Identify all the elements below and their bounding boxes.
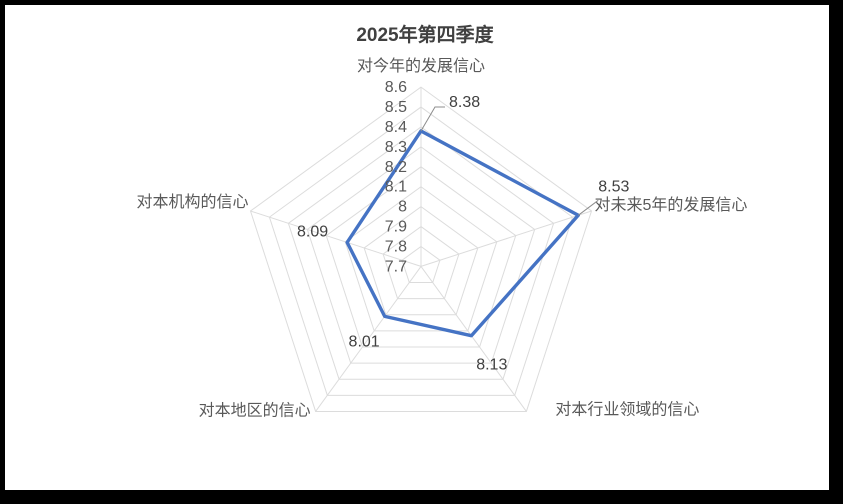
svg-text:7.9: 7.9 — [385, 219, 407, 236]
svg-text:7.8: 7.8 — [385, 238, 407, 255]
svg-text:8.5: 8.5 — [385, 99, 407, 116]
svg-text:8.3: 8.3 — [385, 139, 407, 156]
svg-text:8: 8 — [398, 199, 407, 216]
svg-text:对本机构的信心: 对本机构的信心 — [136, 193, 248, 211]
svg-text:对今年的发展信心: 对今年的发展信心 — [357, 57, 485, 75]
svg-text:8.53: 8.53 — [598, 178, 629, 195]
svg-text:对本地区的信心: 对本地区的信心 — [199, 401, 311, 419]
svg-text:8.01: 8.01 — [349, 333, 380, 350]
svg-text:8.13: 8.13 — [476, 357, 507, 374]
svg-text:对本行业领域的信心: 对本行业领域的信心 — [555, 400, 699, 418]
svg-text:对未来5年的发展信心: 对未来5年的发展信心 — [595, 196, 748, 214]
svg-text:8.1: 8.1 — [385, 179, 407, 196]
svg-text:7.7: 7.7 — [385, 258, 407, 275]
svg-text:8.4: 8.4 — [385, 119, 407, 136]
svg-text:8.38: 8.38 — [449, 94, 480, 111]
svg-text:8.09: 8.09 — [297, 223, 328, 240]
svg-text:8.2: 8.2 — [385, 159, 407, 176]
svg-text:8.6: 8.6 — [385, 79, 407, 96]
